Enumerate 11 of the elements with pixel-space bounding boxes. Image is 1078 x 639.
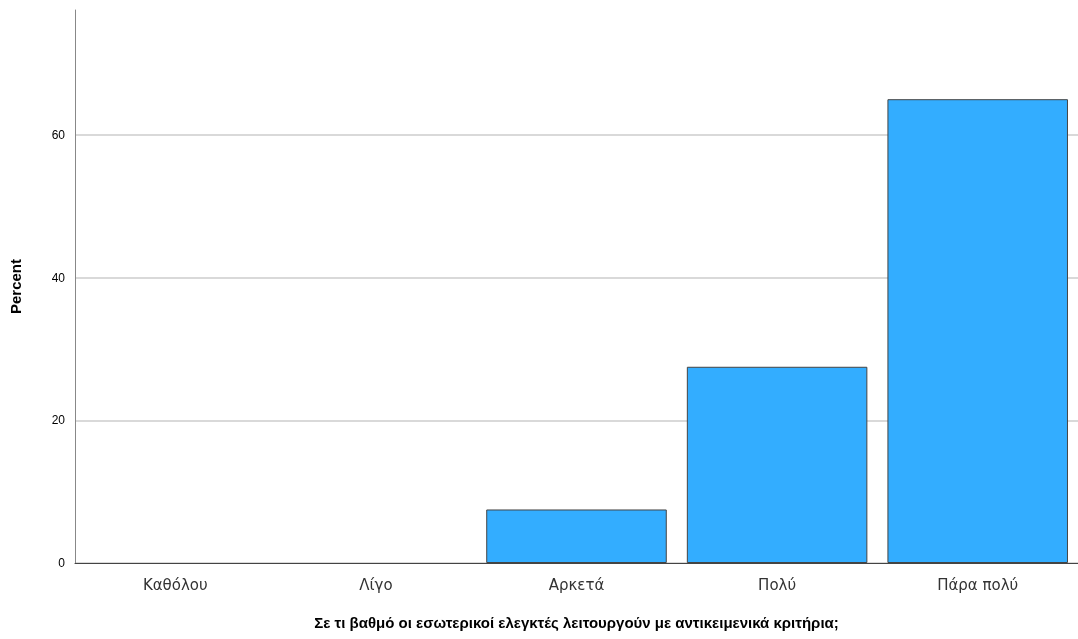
x-tick-label: Αρκετά: [548, 575, 605, 594]
x-tick-label: Πάρα πολύ: [937, 575, 1019, 594]
y-tick-label: 60: [51, 127, 66, 142]
x-axis-title: Σε τι βαθμό οι εσωτερικοί ελεγκτές λειτουργούν με αντικειμενικά κριτήρια;: [314, 614, 839, 631]
x-tick-label: Λίγο: [359, 575, 393, 594]
y-tick-label: 0: [58, 556, 66, 570]
x-tick-label: Καθόλου: [142, 575, 208, 594]
y-axis-title: Percent: [7, 258, 24, 315]
y-tick-label: 40: [51, 270, 66, 285]
x-tick-label: Πολύ: [758, 575, 797, 594]
y-tick-label: 20: [51, 413, 66, 428]
